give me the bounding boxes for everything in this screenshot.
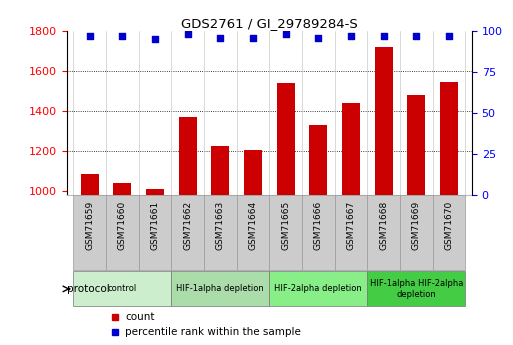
Bar [440, 82, 458, 195]
Bar [407, 95, 425, 195]
Text: GSM71659: GSM71659 [85, 201, 94, 250]
Bar [211, 146, 229, 195]
Bar [400, 195, 433, 269]
Bar [171, 272, 269, 306]
Bar [269, 272, 367, 306]
Point [445, 33, 453, 39]
Text: count: count [126, 312, 155, 322]
Bar [73, 195, 106, 269]
Text: GSM71666: GSM71666 [314, 201, 323, 250]
Bar [139, 195, 171, 269]
Text: GSM71665: GSM71665 [281, 201, 290, 250]
Point [216, 35, 224, 40]
Point [282, 32, 290, 37]
Bar [342, 103, 360, 195]
Title: GDS2761 / GI_29789284-S: GDS2761 / GI_29789284-S [181, 17, 358, 30]
Bar [73, 272, 171, 306]
Bar [81, 174, 98, 195]
Point [184, 32, 192, 37]
Bar [367, 272, 465, 306]
Text: GSM71663: GSM71663 [216, 201, 225, 250]
Bar [302, 195, 334, 269]
Point [118, 33, 126, 39]
Text: control: control [108, 284, 137, 293]
Bar [374, 47, 393, 195]
Text: GSM71662: GSM71662 [183, 201, 192, 250]
Point [347, 33, 355, 39]
Text: GSM71668: GSM71668 [379, 201, 388, 250]
Point [86, 33, 94, 39]
Text: GSM71667: GSM71667 [347, 201, 356, 250]
Bar [367, 195, 400, 269]
Text: HIF-2alpha depletion: HIF-2alpha depletion [274, 284, 362, 293]
Point [314, 35, 323, 40]
Bar [106, 195, 139, 269]
Text: protocol: protocol [67, 284, 110, 294]
Text: GSM71664: GSM71664 [248, 201, 258, 250]
Bar [433, 195, 465, 269]
Bar [334, 195, 367, 269]
Text: GSM71660: GSM71660 [118, 201, 127, 250]
Bar [171, 195, 204, 269]
Point [412, 33, 421, 39]
Text: HIF-1alpha HIF-2alpha
depletion: HIF-1alpha HIF-2alpha depletion [370, 279, 463, 299]
Point [151, 37, 159, 42]
Text: HIF-1alpha depletion: HIF-1alpha depletion [176, 284, 264, 293]
Point [249, 35, 257, 40]
Bar [277, 83, 294, 195]
Text: GSM71661: GSM71661 [150, 201, 160, 250]
Bar [113, 183, 131, 195]
Point [380, 33, 388, 39]
Bar [236, 195, 269, 269]
Text: percentile rank within the sample: percentile rank within the sample [126, 326, 301, 336]
Bar [244, 150, 262, 195]
Text: GSM71669: GSM71669 [412, 201, 421, 250]
Bar [309, 125, 327, 195]
Bar [179, 117, 196, 195]
Bar [146, 189, 164, 195]
Text: GSM71670: GSM71670 [445, 201, 453, 250]
Bar [204, 195, 236, 269]
Bar [269, 195, 302, 269]
